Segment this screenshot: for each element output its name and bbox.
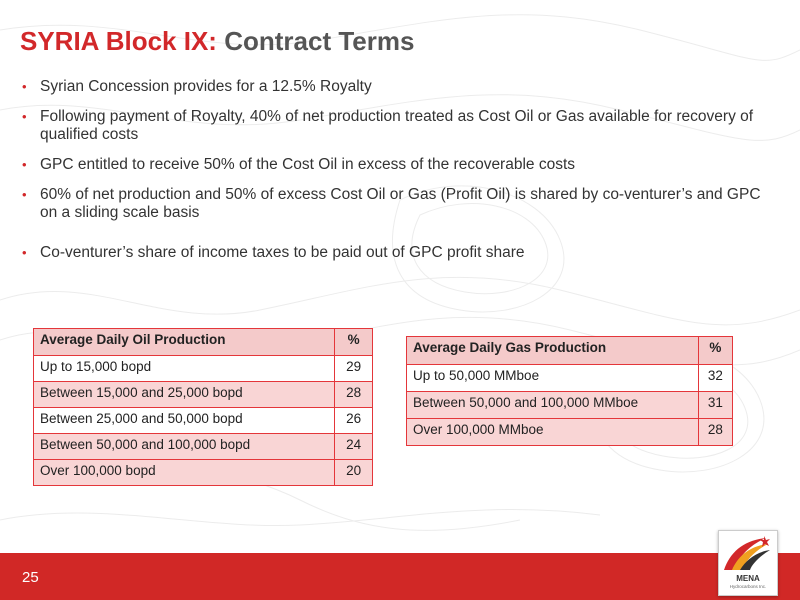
table-header-row: Average Daily Gas Production % [406, 336, 734, 365]
table-cell: 32 [697, 364, 734, 392]
bullet-item: Following payment of Royalty, 40% of net… [22, 108, 762, 144]
column-header: Average Daily Gas Production [406, 336, 699, 365]
page-title: SYRIA Block IX: Contract Terms [20, 26, 414, 57]
bullet-item: GPC entitled to receive 50% of the Cost … [22, 156, 762, 174]
footer-bar [0, 553, 800, 600]
page-number: 25 [22, 569, 39, 586]
bullet-item: 60% of net production and 50% of excess … [22, 186, 762, 222]
table-row: Over 100,000 bopd 20 [32, 459, 373, 486]
bullet-item: Syrian Concession provides for a 12.5% R… [22, 78, 762, 96]
table-cell: 26 [334, 407, 373, 434]
column-header: % [697, 336, 734, 365]
table-cell: 24 [334, 433, 373, 460]
mena-logo: MENA Hydrocarbons Inc. [718, 530, 778, 596]
table-cell: 31 [697, 391, 734, 419]
logo-name: MENA [736, 574, 760, 583]
table-cell: 20 [334, 459, 373, 486]
table-cell: 28 [697, 418, 734, 446]
table-row: Between 25,000 and 50,000 bopd 26 [32, 407, 373, 434]
table-header-row: Average Daily Oil Production % [32, 328, 373, 356]
logo-subtitle: Hydrocarbons Inc. [729, 584, 767, 589]
table-row: Between 50,000 and 100,000 MMboe 31 [406, 391, 734, 419]
table-cell: Over 100,000 MMboe [406, 418, 699, 446]
bullet-list: Syrian Concession provides for a 12.5% R… [22, 78, 762, 274]
table-cell: Up to 50,000 MMboe [406, 364, 699, 392]
table-cell: 28 [334, 381, 373, 408]
gas-production-table: Average Daily Gas Production % Up to 50,… [406, 336, 734, 446]
table-row: Between 50,000 and 100,000 bopd 24 [32, 433, 373, 460]
title-red: SYRIA Block IX: [20, 26, 217, 56]
table-row: Up to 50,000 MMboe 32 [406, 364, 734, 392]
bullet-item: Co-venturer’s share of income taxes to b… [22, 244, 762, 262]
table-cell: Up to 15,000 bopd [32, 355, 336, 382]
column-header: % [334, 328, 373, 356]
table-row: Over 100,000 MMboe 28 [406, 418, 734, 446]
column-header: Average Daily Oil Production [32, 328, 336, 356]
table-cell: Over 100,000 bopd [32, 459, 336, 486]
title-gray: Contract Terms [224, 26, 415, 56]
table-cell: Between 25,000 and 50,000 bopd [32, 407, 336, 434]
table-cell: 29 [334, 355, 373, 382]
table-cell: Between 50,000 and 100,000 MMboe [406, 391, 699, 419]
table-row: Between 15,000 and 25,000 bopd 28 [32, 381, 373, 408]
logo-swoosh-icon [724, 536, 770, 570]
table-row: Up to 15,000 bopd 29 [32, 355, 373, 382]
table-cell: Between 50,000 and 100,000 bopd [32, 433, 336, 460]
table-cell: Between 15,000 and 25,000 bopd [32, 381, 336, 408]
oil-production-table: Average Daily Oil Production % Up to 15,… [32, 328, 373, 486]
